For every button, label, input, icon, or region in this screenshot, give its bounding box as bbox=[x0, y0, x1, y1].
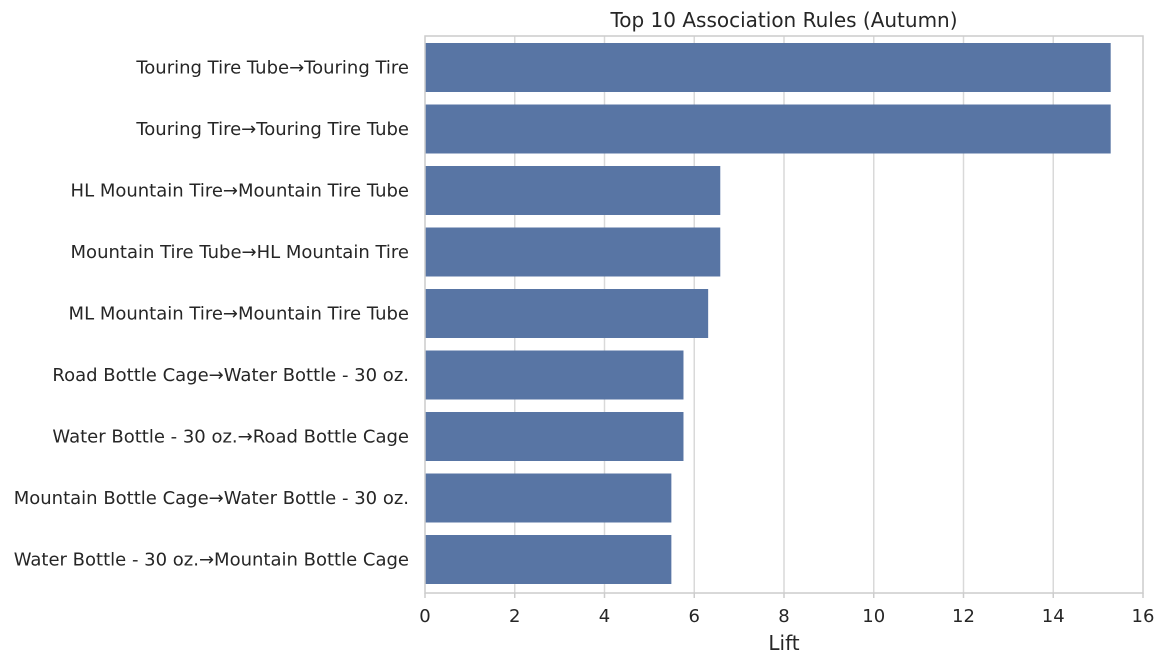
x-tick-label: 14 bbox=[1042, 606, 1065, 627]
x-axis-label: Lift bbox=[768, 631, 799, 655]
bars bbox=[425, 43, 1111, 584]
bar bbox=[425, 104, 1111, 154]
bar bbox=[425, 43, 1111, 92]
bar bbox=[425, 412, 684, 461]
y-tick-label: Mountain Tire Tube→HL Mountain Tire bbox=[71, 242, 409, 263]
y-tick-label: Water Bottle - 30 oz.→Road Bottle Cage bbox=[52, 427, 409, 448]
y-tick-label: Mountain Bottle Cage→Water Bottle - 30 o… bbox=[14, 488, 409, 509]
x-tick-label: 4 bbox=[599, 606, 610, 627]
chart-title: Top 10 Association Rules (Autumn) bbox=[609, 8, 957, 32]
bar bbox=[425, 227, 721, 277]
x-tick-label: 6 bbox=[689, 606, 700, 627]
y-tick-label: Touring Tire Tube→Touring Tire bbox=[135, 58, 409, 79]
y-tick-label: Road Bottle Cage→Water Bottle - 30 oz. bbox=[52, 365, 409, 386]
bar bbox=[425, 350, 684, 400]
x-tick-label: 2 bbox=[509, 606, 520, 627]
x-tick-label: 16 bbox=[1132, 606, 1155, 627]
x-tick-label: 12 bbox=[952, 606, 975, 627]
bar bbox=[425, 166, 721, 215]
x-tick-labels: 0 2 4 6 8 10 12 14 16 bbox=[419, 593, 1154, 627]
y-tick-label: ML Mountain Tire→Mountain Tire Tube bbox=[69, 304, 409, 325]
y-tick-labels: Touring Tire Tube→Touring Tire Touring Ti… bbox=[14, 58, 409, 571]
bar bbox=[425, 535, 672, 584]
y-tick-label: HL Mountain Tire→Mountain Tire Tube bbox=[71, 181, 409, 202]
x-tick-label: 8 bbox=[778, 606, 789, 627]
bar bbox=[425, 473, 672, 523]
y-tick-label: Touring Tire→Touring Tire Tube bbox=[135, 119, 409, 140]
bar bbox=[425, 289, 709, 338]
x-tick-label: 0 bbox=[419, 606, 430, 627]
x-tick-label: 10 bbox=[862, 606, 885, 627]
y-tick-label: Water Bottle - 30 oz.→Mountain Bottle Ca… bbox=[14, 550, 409, 571]
